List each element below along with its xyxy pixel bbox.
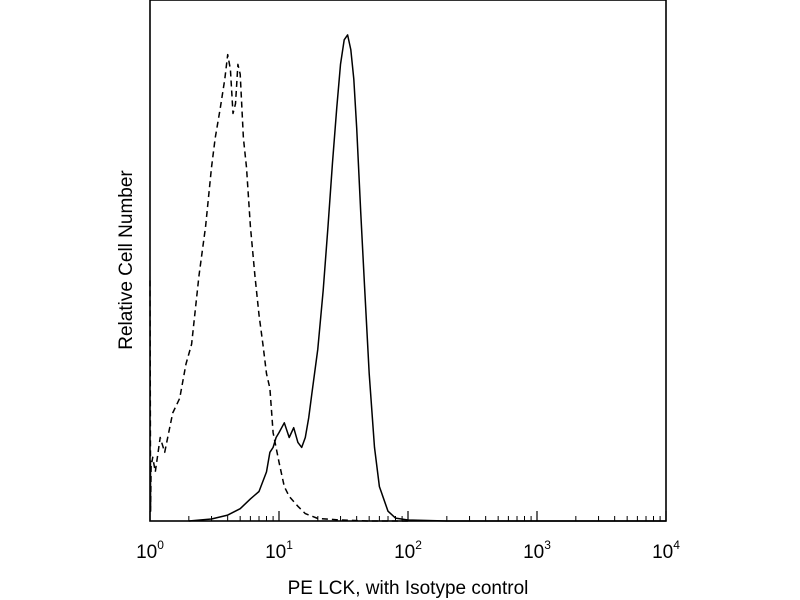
series-layer bbox=[149, 34, 666, 522]
pe-lck-curve bbox=[188, 34, 666, 522]
x-tick-label: 101 bbox=[265, 538, 293, 563]
x-axis-title: PE LCK, with Isotype control bbox=[288, 578, 529, 599]
x-tick-label: 102 bbox=[394, 538, 422, 563]
x-tick-label: 100 bbox=[136, 538, 164, 563]
x-axis: 100 101 102 103 104 bbox=[136, 511, 680, 563]
x-tick-label: 104 bbox=[652, 538, 680, 563]
isotype-control-curve bbox=[149, 53, 408, 522]
y-axis-title: Relative Cell Number bbox=[116, 170, 137, 350]
x-tick-label: 103 bbox=[523, 538, 551, 563]
plot-frame bbox=[149, 0, 667, 522]
